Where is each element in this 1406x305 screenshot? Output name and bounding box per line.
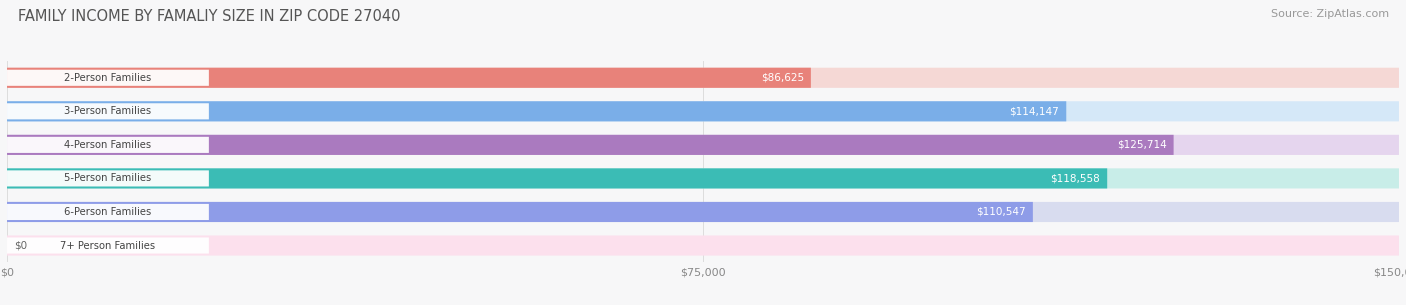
FancyBboxPatch shape	[7, 170, 209, 186]
FancyBboxPatch shape	[7, 204, 209, 220]
Text: $110,547: $110,547	[976, 207, 1026, 217]
FancyBboxPatch shape	[7, 168, 1107, 188]
Text: 4-Person Families: 4-Person Families	[65, 140, 152, 150]
FancyBboxPatch shape	[7, 103, 209, 119]
FancyBboxPatch shape	[7, 101, 1399, 121]
FancyBboxPatch shape	[7, 135, 1399, 155]
Text: $0: $0	[14, 241, 27, 250]
FancyBboxPatch shape	[7, 168, 1399, 188]
Text: 7+ Person Families: 7+ Person Families	[60, 241, 156, 250]
FancyBboxPatch shape	[7, 238, 209, 253]
Text: 6-Person Families: 6-Person Families	[65, 207, 152, 217]
FancyBboxPatch shape	[7, 70, 209, 86]
Text: 3-Person Families: 3-Person Families	[65, 106, 152, 116]
Text: $118,558: $118,558	[1050, 174, 1101, 183]
Text: $114,147: $114,147	[1010, 106, 1059, 116]
Text: 2-Person Families: 2-Person Families	[65, 73, 152, 83]
FancyBboxPatch shape	[7, 135, 1174, 155]
FancyBboxPatch shape	[7, 202, 1399, 222]
Text: $86,625: $86,625	[761, 73, 804, 83]
FancyBboxPatch shape	[7, 101, 1066, 121]
FancyBboxPatch shape	[7, 68, 811, 88]
FancyBboxPatch shape	[7, 235, 1399, 256]
FancyBboxPatch shape	[7, 137, 209, 153]
Text: 5-Person Families: 5-Person Families	[65, 174, 152, 183]
FancyBboxPatch shape	[7, 68, 1399, 88]
Text: $125,714: $125,714	[1116, 140, 1167, 150]
Text: FAMILY INCOME BY FAMALIY SIZE IN ZIP CODE 27040: FAMILY INCOME BY FAMALIY SIZE IN ZIP COD…	[18, 9, 401, 24]
FancyBboxPatch shape	[7, 202, 1033, 222]
Text: Source: ZipAtlas.com: Source: ZipAtlas.com	[1271, 9, 1389, 19]
